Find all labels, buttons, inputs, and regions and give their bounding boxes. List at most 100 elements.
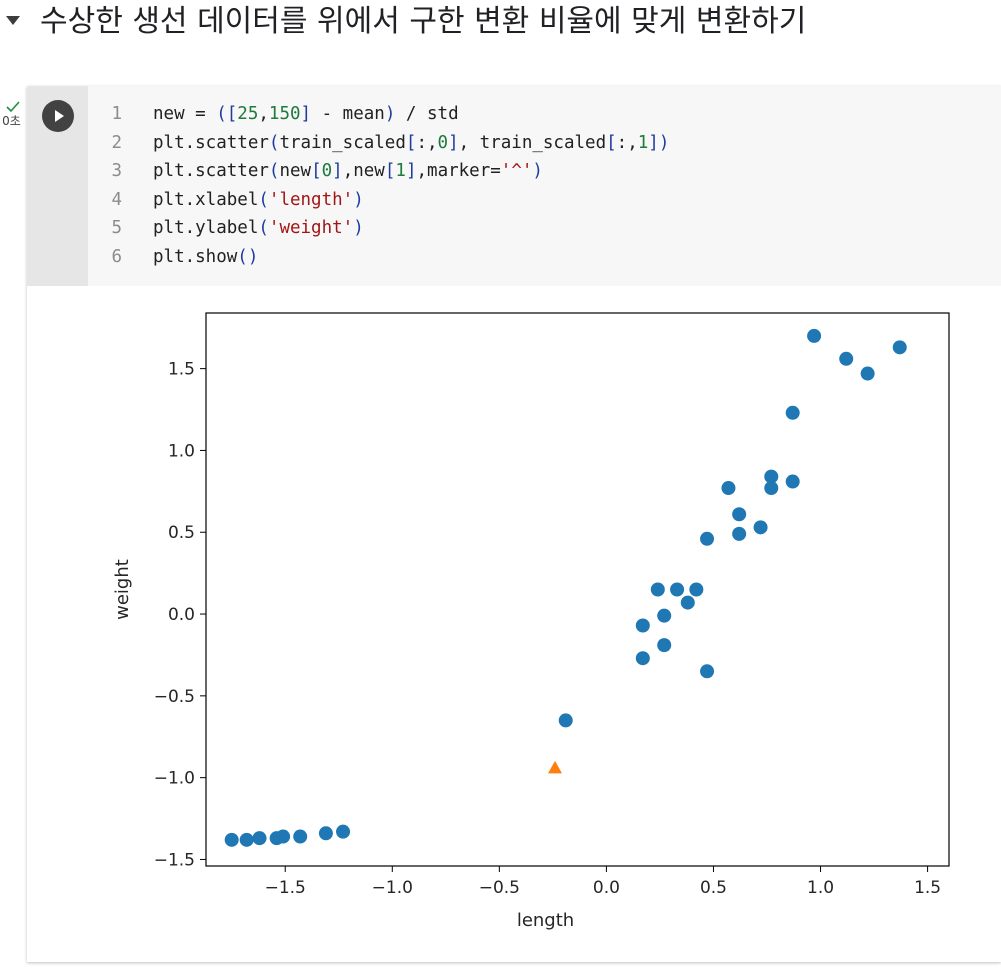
x-tick-label: −1.0 [372, 878, 413, 898]
caret-down-icon[interactable] [6, 16, 20, 25]
y-axis-label: weight [112, 559, 133, 620]
code-token: , [258, 104, 269, 124]
data-point [732, 526, 747, 541]
code-cell: 1 new = ([25,150] - mean) / std 2 plt.scatt… [27, 86, 1001, 962]
scatter-chart: −1.5 −1.0 −0.5 0.0 0.5 1.0 1.5 −1.5 −1.0 −0.5 0.0 0… [112, 312, 950, 931]
code-token: new [279, 161, 312, 182]
data-point [732, 507, 747, 522]
data-point [650, 582, 665, 597]
line-number: 4 [111, 189, 122, 210]
code-token: ,new [342, 161, 385, 182]
code-token: 0 [321, 161, 333, 182]
code-token: ( [258, 189, 269, 210]
code-line[interactable]: 4 plt.xlabel('length') [88, 186, 364, 214]
data-point [680, 595, 695, 610]
section-header: 수상한 생선 데이터를 위에서 구한 변환 비율에 맞게 변환하기 [0, 0, 1001, 44]
code-token: ) [532, 161, 543, 182]
code-token: [ [311, 161, 322, 182]
data-point [764, 469, 779, 484]
code-token: [ [405, 132, 417, 153]
x-tick-label: −0.5 [479, 878, 520, 898]
cell-gutter [27, 86, 88, 286]
code-token: :, [616, 132, 638, 153]
code-token: () [237, 247, 259, 267]
code-token: , train_scaled [458, 132, 607, 153]
data-point [721, 481, 736, 496]
y-tick-label: 0.0 [168, 605, 195, 625]
data-point-triangle [548, 760, 563, 774]
code-token: 1 [395, 161, 406, 182]
line-number: 3 [111, 161, 122, 182]
data-point [635, 618, 650, 633]
data-point [558, 713, 573, 728]
code-token: plt.xlabel [153, 189, 259, 210]
code-token: plt.scatter [153, 132, 269, 153]
code-token: / std [395, 104, 459, 124]
data-point [700, 664, 715, 679]
play-icon [55, 110, 64, 122]
code-token: ]) [648, 132, 670, 153]
y-tick-label: −1.0 [154, 769, 195, 789]
code-token: new = [153, 104, 217, 124]
line-number: 5 [111, 218, 122, 239]
data-point [635, 651, 650, 666]
x-axis-label: length [517, 910, 574, 931]
code-token: ] [448, 132, 459, 153]
data-point [276, 829, 291, 844]
code-token: ([ [216, 104, 238, 124]
line-number: 6 [111, 247, 122, 267]
code-token: 25 [237, 104, 259, 124]
execution-status: 0초 [0, 100, 26, 128]
data-point [670, 582, 685, 597]
code-token: ] [405, 161, 417, 182]
data-point [839, 351, 854, 366]
code-token: plt.ylabel [153, 218, 259, 239]
code-token: plt.scatter [153, 161, 269, 182]
code-line[interactable]: 6 plt.show() [88, 243, 258, 271]
data-point [785, 405, 800, 420]
code-line[interactable]: 1 new = ([25,150] - mean) / std [88, 100, 459, 128]
code-token: plt.show [153, 247, 238, 267]
data-point [252, 831, 267, 846]
code-token: ( [258, 218, 269, 239]
data-point [753, 520, 768, 535]
code-token: ] [300, 104, 312, 124]
x-tick-label: 0.5 [700, 878, 727, 898]
code-line[interactable]: 3 plt.scatter(new[0],new[1],marker='^') [88, 157, 543, 185]
data-point [318, 826, 333, 841]
x-tick-label: 0.0 [593, 878, 620, 898]
code-line[interactable]: 5 plt.ylabel('weight') [88, 214, 363, 242]
data-point [764, 481, 779, 496]
x-tick-label: −1.5 [265, 878, 306, 898]
code-token: ) [384, 104, 396, 124]
run-cell-button[interactable] [42, 100, 74, 132]
line-number: 1 [111, 104, 122, 124]
code-token: train_scaled [279, 132, 406, 153]
code-token: :, [416, 132, 438, 153]
line-number: 2 [111, 132, 122, 153]
code-token: 0 [437, 132, 449, 153]
section-title: 수상한 생선 데이터를 위에서 구한 변환 비율에 맞게 변환하기 [40, 4, 807, 39]
cell-output: −1.5 −1.0 −0.5 0.0 0.5 1.0 1.5 −1.5 −1.0 −0.5 0.0 0… [27, 286, 1001, 962]
code-token: ) [353, 189, 364, 210]
x-tick-label: 1.5 [914, 878, 941, 898]
code-token: '^' [500, 161, 533, 182]
code-editor[interactable]: 1 new = ([25,150] - mean) / std 2 plt.scatt… [88, 86, 1001, 286]
data-point [224, 832, 239, 847]
y-tick-label: −0.5 [154, 687, 195, 707]
code-token: [ [384, 161, 396, 182]
code-token: ,marker= [416, 161, 501, 182]
code-token: ] [332, 161, 343, 182]
data-point [336, 824, 351, 839]
code-line[interactable]: 2 plt.scatter(train_scaled[:,0], train_sc… [88, 129, 669, 157]
code-token: 1 [637, 132, 649, 153]
y-tick-label: 1.0 [168, 441, 195, 461]
data-point [689, 582, 704, 597]
code-token: ( [268, 161, 280, 182]
code-token: 'length' [268, 189, 354, 210]
data-point [892, 340, 907, 355]
data-point [657, 638, 672, 653]
data-point [860, 366, 875, 381]
execution-time: 0초 [2, 114, 21, 128]
y-tick-label: 0.5 [168, 523, 195, 543]
